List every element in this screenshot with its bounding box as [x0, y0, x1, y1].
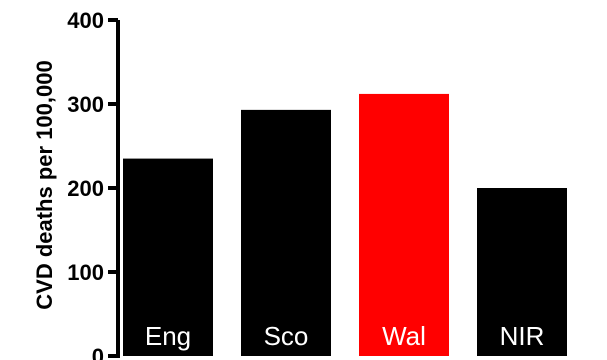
y-axis-title-group: CVD deaths per 100,000: [32, 60, 57, 309]
bar-eng: [123, 158, 213, 356]
bars-group: [123, 93, 567, 357]
bar-labels-group: Eng Sco Wal NIR: [145, 321, 545, 351]
bar-nir: [477, 188, 567, 356]
category-label-eng: Eng: [145, 321, 191, 351]
y-tick-label-0: 0: [92, 344, 104, 360]
y-axis: 0 100 200 300 400: [67, 8, 120, 360]
y-tick-label-300: 300: [67, 92, 104, 117]
category-label-wal: Wal: [382, 321, 426, 351]
y-tick-label-100: 100: [67, 260, 104, 285]
y-tick-label-400: 400: [67, 8, 104, 33]
y-axis-title: CVD deaths per 100,000: [32, 60, 57, 309]
category-label-nir: NIR: [500, 321, 545, 351]
y-tick-label-200: 200: [67, 176, 104, 201]
category-label-sco: Sco: [264, 321, 309, 351]
bar-wal: [359, 93, 449, 357]
bar-sco: [241, 109, 331, 356]
